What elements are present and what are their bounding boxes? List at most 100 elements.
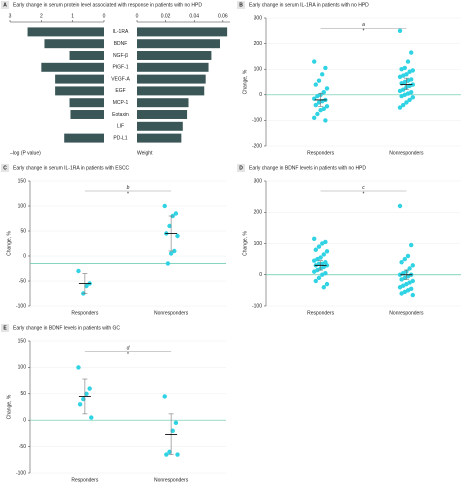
data-point xyxy=(324,104,330,109)
panel-title: Early change in BDNF levels in patients … xyxy=(249,166,366,172)
y-tick-label: -50 xyxy=(19,444,26,450)
bar xyxy=(69,98,104,108)
axis-label: Weight xyxy=(137,150,153,156)
data-point xyxy=(399,260,404,265)
x-tick-label: Responders xyxy=(71,310,98,316)
x-tick-label: Nonresponders xyxy=(154,477,189,483)
data-point xyxy=(175,452,180,457)
data-point xyxy=(410,292,415,298)
panel-title: Early change in serum IL-1RA in patients… xyxy=(249,3,369,9)
significance-mark: * xyxy=(127,191,129,197)
significance-label: d xyxy=(127,345,130,351)
y-tick-label: 300 xyxy=(254,15,263,21)
data-point xyxy=(397,272,403,277)
panel-label-box xyxy=(237,1,245,9)
data-point xyxy=(407,266,412,271)
data-point xyxy=(399,291,404,296)
panel-label-box xyxy=(1,1,9,9)
bar xyxy=(137,86,205,96)
panel-label: A xyxy=(3,3,7,9)
panel-title: Early change in serum IL-1RA in patients… xyxy=(13,166,130,172)
data-point xyxy=(175,233,180,239)
bar xyxy=(41,62,104,72)
data-point xyxy=(315,93,320,99)
significance-label: a xyxy=(362,22,365,28)
y-tick-label: 0 xyxy=(259,92,262,98)
data-point xyxy=(81,396,86,402)
y-tick-label: 100 xyxy=(18,203,27,209)
y-tick-label: 200 xyxy=(254,41,263,47)
panel-label-box xyxy=(1,324,9,332)
y-tick-label: -100 xyxy=(252,118,262,124)
y-tick-label: -200 xyxy=(252,143,262,149)
data-point xyxy=(168,251,174,256)
data-point xyxy=(164,452,169,457)
y-tick-label: 100 xyxy=(254,241,263,247)
data-point xyxy=(320,241,325,246)
bar xyxy=(27,27,104,37)
panel-label-box xyxy=(237,164,245,172)
x2-tick-label: 0.04 xyxy=(189,13,199,19)
bar xyxy=(64,133,104,143)
data-point xyxy=(316,244,322,249)
bar xyxy=(137,39,220,49)
data-point xyxy=(312,59,317,64)
data-point xyxy=(313,247,318,252)
y-axis-label: Change, % xyxy=(242,69,248,94)
x-tick-label: 0 xyxy=(103,13,106,19)
data-point xyxy=(318,107,323,113)
x-tick-label: Nonresponders xyxy=(154,310,189,316)
data-point xyxy=(399,67,404,72)
data-point xyxy=(313,82,318,87)
data-point xyxy=(324,281,330,287)
bar xyxy=(137,98,189,108)
data-point xyxy=(313,102,318,108)
y-tick-label: -50 xyxy=(19,278,26,284)
data-point xyxy=(405,59,411,64)
significance-label: b xyxy=(127,185,130,191)
category-label: IL-1RA xyxy=(113,29,129,35)
category-label: NGF-β xyxy=(113,53,128,59)
y-axis-label: Change, % xyxy=(242,231,248,256)
y-tick-label: 0 xyxy=(23,253,26,259)
y-tick-label: 200 xyxy=(254,210,263,216)
bar xyxy=(55,74,104,84)
bar xyxy=(137,51,212,60)
data-point xyxy=(76,365,81,370)
data-point xyxy=(321,252,326,257)
data-point xyxy=(316,275,322,281)
data-point xyxy=(84,391,89,396)
x-tick-label: Nonresponders xyxy=(389,150,424,156)
y-tick-label: -100 xyxy=(16,470,26,476)
data-point xyxy=(397,74,403,80)
data-point xyxy=(397,203,403,209)
data-point xyxy=(173,420,179,426)
x-tick-label: Responders xyxy=(307,310,334,316)
data-point xyxy=(397,285,403,290)
data-point xyxy=(320,72,325,77)
bar xyxy=(137,133,182,143)
bar xyxy=(70,110,104,119)
category-label: PIGF-1 xyxy=(112,65,128,71)
x-tick-label: 3 xyxy=(9,13,12,19)
x2-tick-label: 0 xyxy=(136,13,139,19)
data-point xyxy=(404,100,409,105)
bar xyxy=(137,110,188,119)
data-point xyxy=(312,115,317,121)
panel-label: E xyxy=(3,326,7,332)
data-point xyxy=(409,242,414,248)
panel-label: B xyxy=(239,3,243,9)
bar xyxy=(137,121,183,131)
category-label: MCP-1 xyxy=(113,100,129,106)
y-tick-label: 100 xyxy=(254,67,263,73)
data-point xyxy=(397,88,403,94)
data-point xyxy=(162,203,167,209)
data-point xyxy=(399,277,404,282)
y-axis-label: Change, % xyxy=(6,231,12,256)
data-point xyxy=(407,97,412,103)
data-point xyxy=(84,283,89,289)
data-point xyxy=(167,223,172,229)
significance-mark: * xyxy=(127,352,129,358)
category-label: LIF xyxy=(117,124,124,130)
